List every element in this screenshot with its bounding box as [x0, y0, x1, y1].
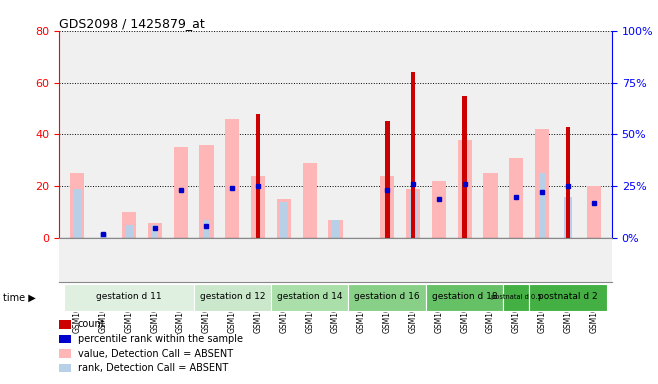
Bar — [147, 223, 162, 238]
Bar — [385, 121, 390, 238]
Bar — [125, 225, 132, 238]
Bar — [251, 176, 265, 238]
Text: value, Detection Call = ABSENT: value, Detection Call = ABSENT — [78, 349, 233, 359]
Text: gestation d 16: gestation d 16 — [355, 293, 420, 301]
Bar — [280, 202, 288, 238]
Bar — [380, 176, 394, 238]
FancyBboxPatch shape — [193, 284, 271, 311]
Bar — [151, 225, 159, 238]
Bar — [74, 189, 81, 238]
Text: gestation d 11: gestation d 11 — [96, 293, 162, 301]
Text: GDS2098 / 1425879_at: GDS2098 / 1425879_at — [59, 17, 205, 30]
Bar — [461, 186, 468, 238]
Bar — [332, 220, 339, 238]
Bar — [99, 233, 107, 238]
Text: count: count — [78, 319, 105, 329]
FancyBboxPatch shape — [64, 284, 193, 311]
Bar — [509, 158, 524, 238]
Text: gestation d 14: gestation d 14 — [277, 293, 343, 301]
Text: rank, Detection Call = ABSENT: rank, Detection Call = ABSENT — [78, 363, 228, 373]
Bar — [566, 127, 570, 238]
FancyBboxPatch shape — [349, 284, 426, 311]
Bar — [587, 186, 601, 238]
Bar — [199, 145, 214, 238]
Text: postnatal d 2: postnatal d 2 — [538, 293, 598, 301]
Bar — [409, 191, 417, 238]
Bar — [303, 163, 317, 238]
Bar — [256, 114, 261, 238]
Bar — [277, 199, 291, 238]
Bar — [225, 119, 240, 238]
Text: percentile rank within the sample: percentile rank within the sample — [78, 334, 243, 344]
Text: gestation d 12: gestation d 12 — [199, 293, 265, 301]
FancyBboxPatch shape — [426, 284, 503, 311]
Bar — [406, 189, 420, 238]
Bar — [484, 173, 497, 238]
FancyBboxPatch shape — [529, 284, 607, 311]
Bar — [463, 96, 467, 238]
FancyBboxPatch shape — [271, 284, 349, 311]
Bar — [411, 72, 415, 238]
Bar — [432, 181, 446, 238]
Bar — [203, 220, 210, 238]
Bar — [565, 197, 572, 238]
Bar — [457, 139, 472, 238]
FancyBboxPatch shape — [503, 284, 529, 311]
Text: postnatal d 0.5: postnatal d 0.5 — [491, 294, 542, 300]
Text: time ▶: time ▶ — [3, 293, 36, 303]
Text: gestation d 18: gestation d 18 — [432, 293, 497, 301]
Bar — [328, 220, 343, 238]
Bar — [70, 173, 84, 238]
Bar — [535, 129, 549, 238]
Bar — [174, 147, 188, 238]
Bar — [122, 212, 136, 238]
Bar — [539, 173, 546, 238]
